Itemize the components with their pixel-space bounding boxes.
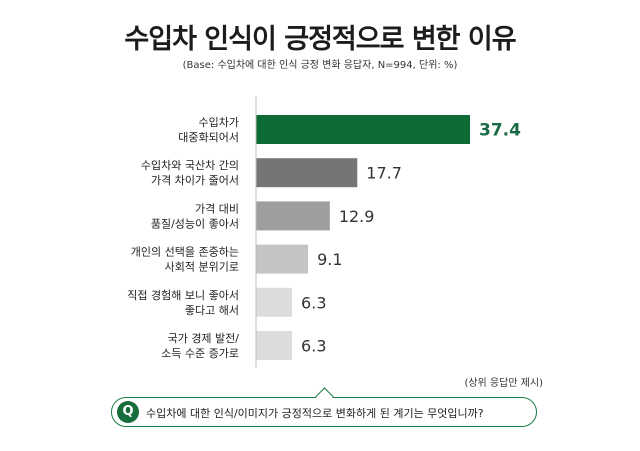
data-label: 6.3 [301, 337, 326, 356]
footnote: (상위 응답만 제시) [464, 378, 543, 389]
category-label: 사회적 분위기로 [165, 261, 239, 274]
bar [256, 158, 358, 188]
data-label: 17.7 [366, 164, 402, 183]
category-label: 수입차가 [199, 116, 239, 129]
bar [256, 201, 330, 231]
data-label: 9.1 [317, 250, 342, 269]
category-label: 소득 수준 증가로 [161, 347, 239, 360]
category-label: 품질/성능이 좋아서 [151, 217, 239, 230]
question-badge: Q [117, 401, 139, 423]
category-label: 가격 대비 [195, 202, 239, 215]
bar [256, 244, 309, 274]
bar [256, 331, 293, 360]
category-label: 직접 경험해 보니 좋아서 [127, 288, 239, 302]
data-label: 12.9 [339, 207, 375, 226]
category-label: 개인의 선택을 존중하는 [131, 245, 239, 259]
chart-title: 수입차 인식이 긍정적으로 변한 이유 [124, 24, 516, 55]
category-label: 좋다고 해서 [185, 303, 239, 317]
bar [256, 287, 293, 317]
category-label: 대중화되어서 [178, 131, 239, 144]
category-label: 가격 차이가 줄어서 [151, 174, 239, 187]
bar [256, 115, 470, 144]
data-label: 6.3 [301, 293, 326, 312]
category-label: 국가 경제 발전/ [168, 332, 240, 345]
data-label: 37.4 [479, 121, 521, 141]
category-label: 수입차와 국산차 간의 [141, 159, 239, 172]
question-text: 수입차에 대한 인식/이미지가 긍정적으로 변화하게 된 계기는 무엇입니까? [146, 407, 484, 420]
question-box: Q 수입차에 대한 인식/이미지가 긍정적으로 변화하게 된 계기는 무엇입니까… [111, 387, 537, 427]
chart-subtitle: (Base: 수입차에 대한 인식 긍정 변화 응답자, N=994, 단위: … [182, 60, 458, 71]
